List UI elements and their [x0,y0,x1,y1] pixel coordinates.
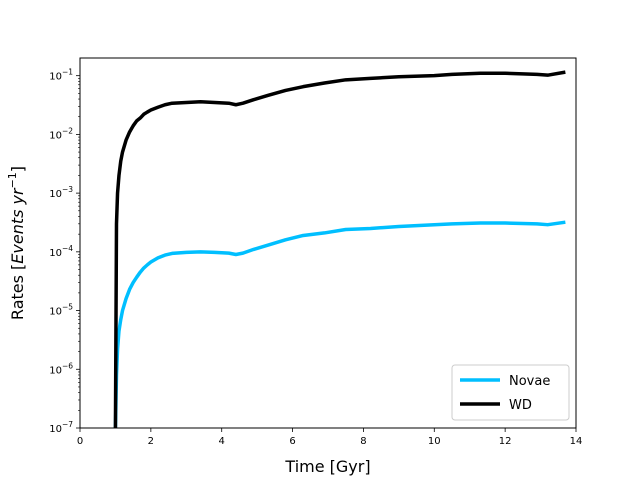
x-tick-label: 8 [360,436,366,447]
series-line-wd [113,70,566,428]
x-tick-label: 10 [428,436,441,447]
x-tick-label: 12 [499,436,512,447]
y-tick-label: 10−7 [49,420,73,435]
x-tick-label: 0 [77,436,83,447]
y-axis-title: Rates [Events yr−1] [6,166,27,320]
y-tick-label: 10−6 [49,361,73,376]
x-tick-label: 14 [570,436,583,447]
y-tick-label: 10−4 [49,244,73,259]
x-tick-label: 4 [219,436,225,447]
y-tick-label: 10−3 [49,185,73,200]
ticks-layer: 0 2 4 6 8 10 12 14 10−7 10−6 10−5 10−4 10−3 10−2 10−1 [49,68,582,447]
series-layer [113,70,566,428]
y-tick-label: 10−5 [49,303,73,318]
legend-label-wd: WD [509,398,532,413]
y-tick-label: 10−2 [49,126,73,141]
legend-label-novae: Novae [509,374,550,389]
y-tick-label: 10−1 [49,68,73,83]
x-tick-label: 6 [289,436,295,447]
x-tick-label: 2 [148,436,154,447]
series-line-novae [113,220,566,428]
plot-frame [79,57,577,429]
x-axis-title: Time [Gyr] [284,457,370,476]
legend: Novae WD [451,364,570,421]
